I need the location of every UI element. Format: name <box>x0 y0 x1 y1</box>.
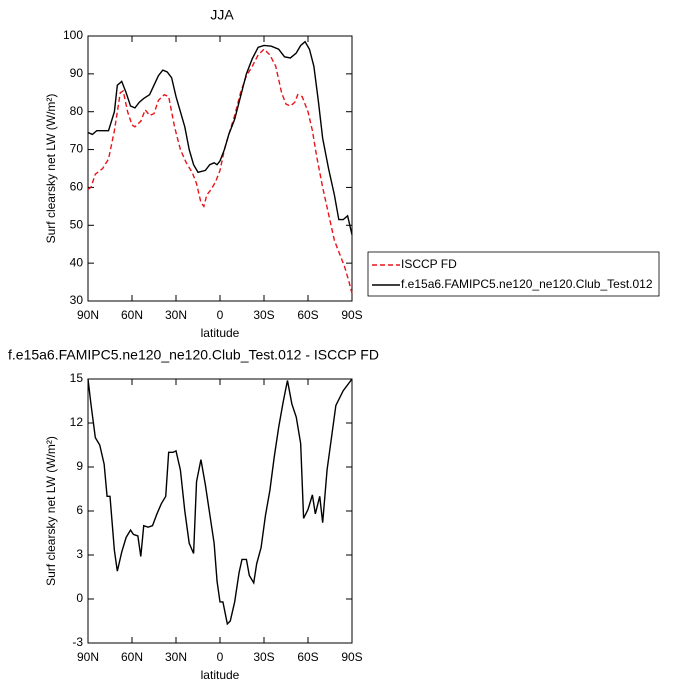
series-line <box>87 40 353 235</box>
x-tick-label: 60S <box>297 650 318 664</box>
y-tick-label: 70 <box>70 142 84 156</box>
x-tick-label: 0 <box>217 308 224 322</box>
y-tick-label: 9 <box>76 459 83 473</box>
y-tick-label: 0 <box>76 591 83 605</box>
y-tick-label: 50 <box>70 217 84 231</box>
series-line <box>87 48 353 294</box>
chart-title: f.e15a6.FAMIPC5.ne120_ne120.Club_Test.01… <box>8 347 379 363</box>
legend-box <box>367 251 660 297</box>
y-tick-label: 12 <box>70 415 84 429</box>
x-tick-label: 60N <box>121 650 143 664</box>
y-axis-label: Surf clearsky net LW (W/m²) <box>44 436 58 586</box>
chart-title: JJA <box>210 7 234 23</box>
y-tick-label: 30 <box>70 293 84 307</box>
x-tick-label: 30S <box>253 650 274 664</box>
legend-label: ISCCP FD <box>401 257 457 271</box>
x-tick-label: 30N <box>165 308 187 322</box>
x-tick-label: 90S <box>341 650 362 664</box>
plot-frame <box>87 378 353 644</box>
y-tick-label: 90 <box>70 66 84 80</box>
x-tick-label: 30N <box>165 650 187 664</box>
series-line <box>87 378 353 626</box>
x-tick-label: 30S <box>253 308 274 322</box>
x-tick-label: 90S <box>341 308 362 322</box>
y-tick-label: 80 <box>70 104 84 118</box>
x-tick-label: 90N <box>77 308 99 322</box>
x-tick-label: 60S <box>297 308 318 322</box>
x-axis-label: latitude <box>201 326 240 340</box>
plot-frame <box>87 35 353 302</box>
x-axis-label: latitude <box>201 668 240 682</box>
y-tick-label: 3 <box>76 547 83 561</box>
y-tick-label: 15 <box>70 371 84 385</box>
y-tick-label: -3 <box>72 635 83 649</box>
legend-label: f.e15a6.FAMIPC5.ne120_ne120.Club_Test.01… <box>401 277 653 291</box>
y-tick-label: 60 <box>70 180 84 194</box>
y-tick-label: 100 <box>63 28 83 42</box>
x-tick-label: 90N <box>77 650 99 664</box>
y-tick-label: 6 <box>76 503 83 517</box>
y-tick-label: 40 <box>70 255 84 269</box>
x-tick-label: 60N <box>121 308 143 322</box>
y-axis-label: Surf clearsky net LW (W/m²) <box>44 94 58 244</box>
x-tick-label: 0 <box>217 650 224 664</box>
